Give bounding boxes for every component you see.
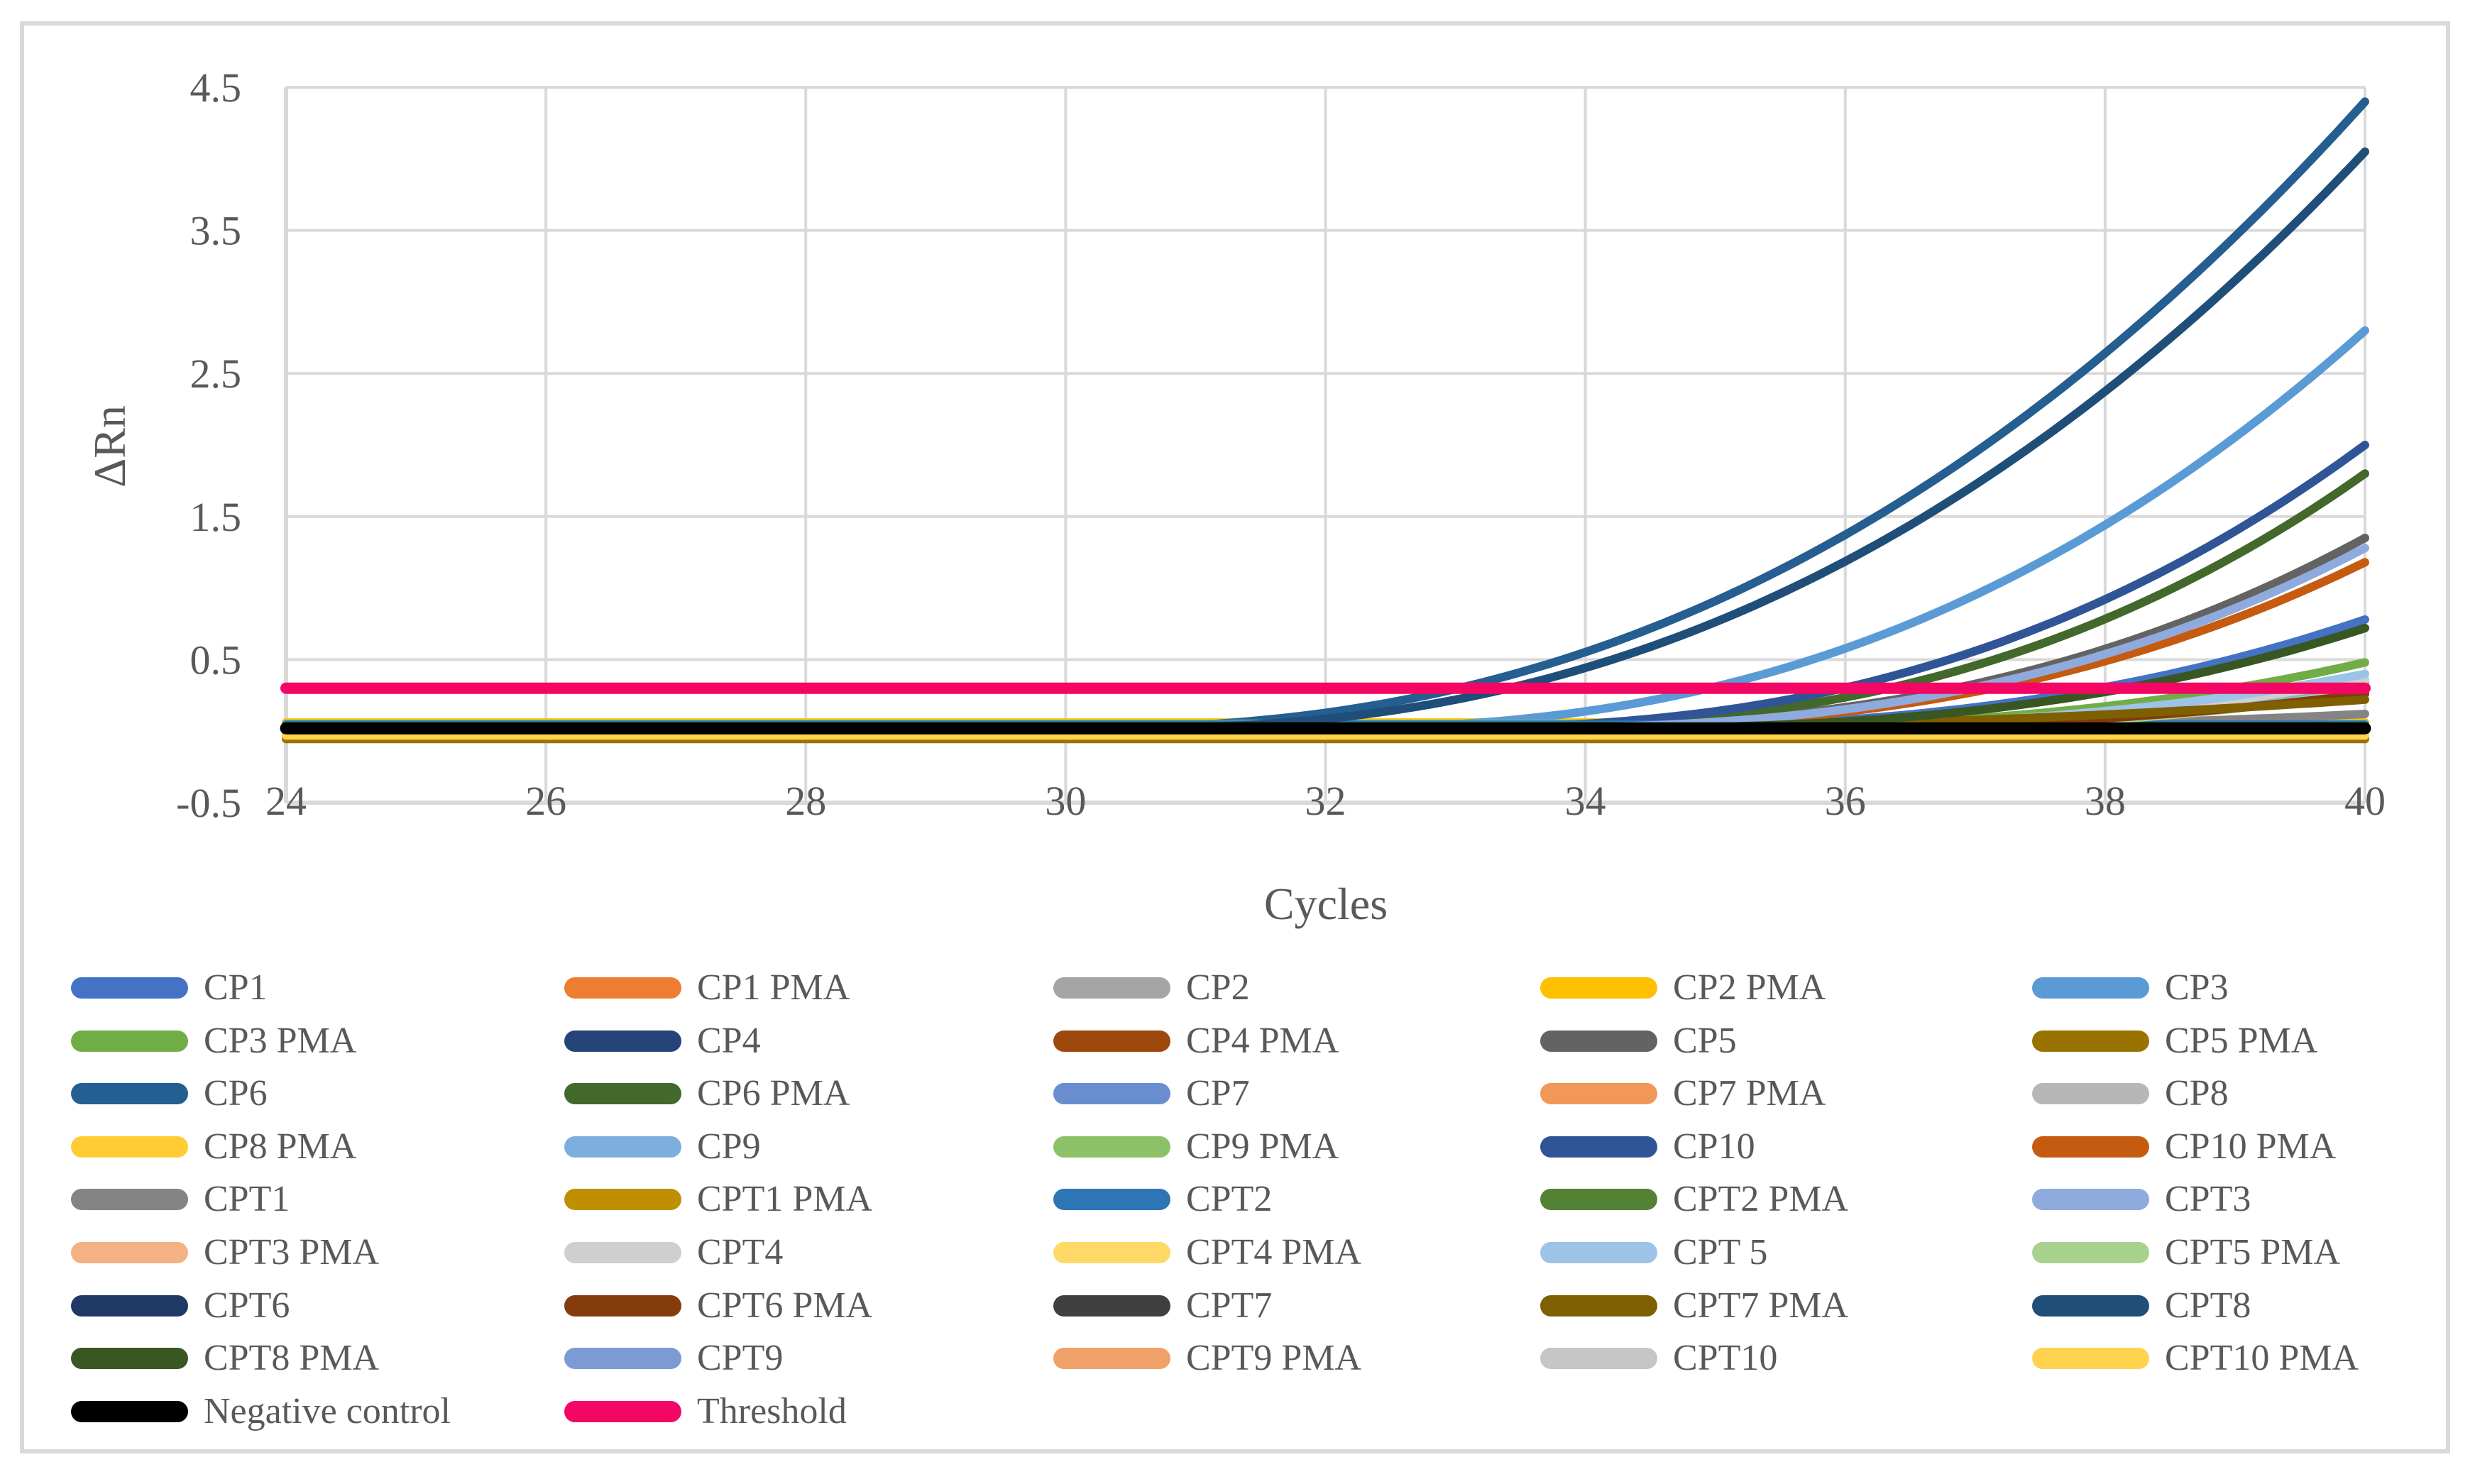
x-tick-label: 26 <box>525 778 566 824</box>
x-tick-label: 34 <box>1565 778 1606 824</box>
x-tick-label: 30 <box>1045 778 1086 824</box>
y-tick-label: -0.5 <box>176 780 241 826</box>
y-tick-label: 4.5 <box>190 65 242 111</box>
x-tick-label: 24 <box>265 778 307 824</box>
y-axis-title: ΔRn <box>84 405 135 488</box>
x-tick-label: 32 <box>1305 778 1346 824</box>
y-tick-label: 0.5 <box>190 637 242 683</box>
x-tick-label: 40 <box>2344 778 2386 824</box>
x-tick-label: 36 <box>1825 778 1866 824</box>
x-tick-label: 28 <box>785 778 826 824</box>
y-tick-label: 3.5 <box>190 208 242 254</box>
x-tick-label: 38 <box>2085 778 2126 824</box>
x-axis-title: Cycles <box>1263 879 1388 929</box>
y-tick-label: 1.5 <box>190 494 242 540</box>
y-tick-label: 2.5 <box>190 351 242 397</box>
